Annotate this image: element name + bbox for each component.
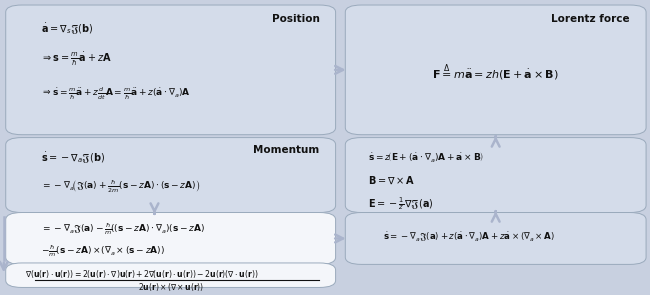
Text: Position: Position — [272, 14, 319, 24]
Text: $2\mathbf{u}(\mathbf{r})\times(\nabla\times\mathbf{u}(\mathbf{r}))$: $2\mathbf{u}(\mathbf{r})\times(\nabla\ti… — [138, 281, 204, 293]
Text: $\dot{\mathbf{a}} = \nabla_s\mathfrak{J}(\mathbf{b})$: $\dot{\mathbf{a}} = \nabla_s\mathfrak{J}… — [42, 22, 94, 37]
FancyBboxPatch shape — [6, 263, 335, 287]
Text: $\dot{\mathbf{s}} = -\nabla_a\mathfrak{J}(\mathbf{a}) + z(\dot{\mathbf{a}}\cdot\: $\dot{\mathbf{s}} = -\nabla_a\mathfrak{J… — [383, 230, 555, 244]
Text: $= -\nabla_a\!\left(\mathfrak{J}(\mathbf{a})+\frac{\hbar}{2m}(\mathbf{s}-z\mathb: $= -\nabla_a\!\left(\mathfrak{J}(\mathbf… — [42, 178, 201, 195]
Text: $\mathbf{E} = -\frac{1}{z}\nabla\mathfrak{J}(\mathbf{a})$: $\mathbf{E} = -\frac{1}{z}\nabla\mathfra… — [368, 195, 434, 212]
FancyBboxPatch shape — [345, 5, 646, 135]
Text: $\nabla(\mathbf{u}(\mathbf{r})\cdot\mathbf{u}(\mathbf{r})) = 2(\mathbf{u}(\mathb: $\nabla(\mathbf{u}(\mathbf{r})\cdot\math… — [25, 268, 259, 280]
FancyBboxPatch shape — [6, 137, 335, 212]
Text: Lorentz force: Lorentz force — [551, 14, 630, 24]
Text: $= -\nabla_a\mathfrak{J}(\mathbf{a}) - \frac{\hbar}{m}\!\left((\mathbf{s}-z\math: $= -\nabla_a\mathfrak{J}(\mathbf{a}) - \… — [42, 222, 205, 237]
FancyBboxPatch shape — [345, 137, 646, 212]
FancyBboxPatch shape — [6, 5, 335, 135]
Text: $\Rightarrow \mathbf{s} = \frac{m}{\hbar}\dot{\mathbf{a}} + z\mathbf{A}$: $\Rightarrow \mathbf{s} = \frac{m}{\hbar… — [42, 51, 112, 68]
Text: $\mathbf{B} = \nabla\times\mathbf{A}$: $\mathbf{B} = \nabla\times\mathbf{A}$ — [368, 175, 415, 186]
Text: $-\frac{\hbar}{m}(\mathbf{s}-z\mathbf{A})\times\!\left(\nabla_a\times(\mathbf{s}: $-\frac{\hbar}{m}(\mathbf{s}-z\mathbf{A}… — [42, 244, 166, 259]
Text: $\dot{\mathbf{s}} = -\nabla_a\mathfrak{J}(\mathbf{b})$: $\dot{\mathbf{s}} = -\nabla_a\mathfrak{J… — [42, 151, 105, 166]
Text: $\mathbf{F}\overset{\Delta}{=}m\ddot{\mathbf{a}} = zh\left(\mathbf{E}+\dot{\math: $\mathbf{F}\overset{\Delta}{=}m\ddot{\ma… — [432, 63, 559, 83]
FancyBboxPatch shape — [6, 212, 335, 264]
Text: Momentum: Momentum — [254, 145, 319, 155]
Text: $\Rightarrow \dot{\mathbf{s}} = \frac{m}{\hbar}\ddot{\mathbf{a}} + z\frac{d}{dt}: $\Rightarrow \dot{\mathbf{s}} = \frac{m}… — [42, 86, 191, 102]
Text: $\dot{\mathbf{s}} = z\!\left(\mathbf{E}+(\dot{\mathbf{a}}\cdot\nabla_a)\mathbf{A: $\dot{\mathbf{s}} = z\!\left(\mathbf{E}+… — [368, 150, 484, 164]
FancyBboxPatch shape — [345, 212, 646, 264]
